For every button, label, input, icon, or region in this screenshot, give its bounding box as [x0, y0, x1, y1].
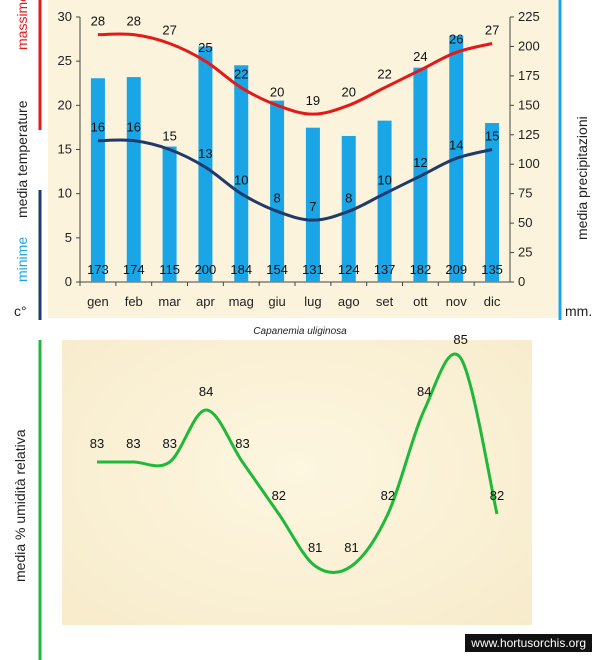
precip-value-label: 131 [302, 262, 324, 277]
max-temp-value-label: 20 [270, 84, 284, 99]
humidity-line [97, 352, 499, 574]
climate-chart: 0 5 10 15 20 25 30 0 25 50 75 100 125 150 175 200 225 gen… [58, 9, 540, 309]
max-temp-value-label: 22 [377, 67, 391, 82]
month-label: mag [229, 294, 254, 309]
month-label: gen [87, 294, 109, 309]
month-label: feb [125, 294, 143, 309]
precip-value-label: 137 [374, 262, 396, 277]
min-temp-value-label: 16 [91, 120, 105, 135]
min-temp-value-label: 7 [309, 199, 316, 214]
temp-tick-label: 25 [58, 53, 72, 68]
precip-bar [485, 123, 500, 282]
max-temp-value-label: 25 [198, 40, 212, 55]
precip-tick-label: 225 [518, 9, 540, 24]
precip-tick-label: 50 [518, 215, 532, 230]
humidity-value-label: 81 [308, 540, 322, 555]
month-label: mar [158, 294, 181, 309]
month-label: giu [268, 294, 285, 309]
min-temp-value-label: 8 [273, 190, 280, 205]
max-temp-value-label: 20 [342, 84, 356, 99]
min-temp-value-label: 10 [377, 173, 391, 188]
min-temp-value-label: 15 [162, 129, 176, 144]
species-name: Capanemia uliginosa [253, 326, 347, 337]
humidity-value-label: 83 [90, 436, 104, 451]
precip-bar [90, 78, 105, 282]
max-temp-value-label: 19 [306, 93, 320, 108]
month-label: dic [484, 294, 501, 309]
max-temp-value-label: 28 [91, 14, 105, 29]
humidity-value-label: 84 [417, 384, 431, 399]
humidity-value-label: 82 [272, 488, 286, 503]
precip-bar [234, 65, 249, 283]
precip-value-label: 135 [481, 262, 503, 277]
mm-unit: mm. [565, 303, 593, 319]
watermark: www.hortusorchis.org [465, 634, 592, 652]
min-temp-value-label: 8 [345, 190, 352, 205]
temp-tick-label: 15 [58, 142, 72, 157]
precip-value-label: 200 [195, 262, 217, 277]
humidity-value-label: 81 [344, 540, 358, 555]
precip-tick-label: 125 [518, 127, 540, 142]
temp-tick-label: 20 [58, 97, 72, 112]
max-temp-value-label: 24 [413, 49, 427, 64]
max-temp-value-label: 28 [127, 14, 141, 29]
max-temp-value-label: 22 [234, 67, 248, 82]
humidity-value-label: 84 [199, 384, 213, 399]
min-temp-value-label: 15 [485, 129, 499, 144]
precip-tick-label: 75 [518, 186, 532, 201]
min-temp-value-label: 10 [234, 173, 248, 188]
precip-bar [162, 146, 177, 282]
precip-tick-label: 175 [518, 68, 540, 83]
precip-bar [341, 135, 356, 282]
precip-value-label: 115 [159, 262, 180, 277]
min-temp-line [97, 138, 493, 222]
max-temp-value-label: 27 [162, 23, 176, 38]
month-label: apr [196, 294, 215, 309]
precip-value-label: 209 [445, 262, 467, 277]
month-label: set [376, 294, 394, 309]
precip-tick-label: 0 [518, 274, 525, 289]
month-label: lug [304, 294, 321, 309]
precip-value-label: 154 [266, 262, 288, 277]
humidity-value-label: 85 [453, 332, 467, 347]
temp-tick-label: 10 [58, 186, 72, 201]
precip-bar [198, 46, 213, 282]
humidity-value-label: 82 [381, 488, 395, 503]
max-temp-line [97, 32, 493, 116]
precip-tick-label: 25 [518, 245, 532, 260]
temp-tick-label: 30 [58, 9, 72, 24]
month-label: ago [338, 294, 360, 309]
precip-value-label: 182 [410, 262, 432, 277]
precip-bar [377, 120, 392, 283]
precip-tick-label: 200 [518, 38, 540, 53]
humidity-value-label: 83 [162, 436, 176, 451]
precip-value-label: 124 [338, 262, 360, 277]
min-temp-value-label: 13 [198, 146, 212, 161]
precip-bar [270, 100, 285, 282]
max-temp-value-label: 26 [449, 31, 463, 46]
temp-tick-label: 5 [65, 230, 72, 245]
humidity-value-label: 83 [126, 436, 140, 451]
month-label: nov [446, 294, 467, 309]
precip-value-label: 184 [230, 262, 252, 277]
precip-tick-label: 150 [518, 97, 540, 112]
humidity-chart-background [62, 340, 532, 625]
humidity-value-label: 82 [490, 488, 504, 503]
celsius-unit: c° [14, 303, 27, 319]
precip-value-label: 173 [87, 262, 109, 277]
max-temp-value-label: 27 [485, 23, 499, 38]
min-temp-value-label: 12 [413, 155, 427, 170]
humidity-value-label: 83 [235, 436, 249, 451]
precip-tick-label: 100 [518, 156, 540, 171]
month-label: ott [413, 294, 428, 309]
precip-bar [126, 77, 141, 282]
precip-value-label: 174 [123, 262, 145, 277]
precip-bar [305, 127, 320, 282]
min-temp-value-label: 14 [449, 137, 463, 152]
temp-tick-label: 0 [65, 274, 72, 289]
min-temp-value-label: 16 [127, 120, 141, 135]
